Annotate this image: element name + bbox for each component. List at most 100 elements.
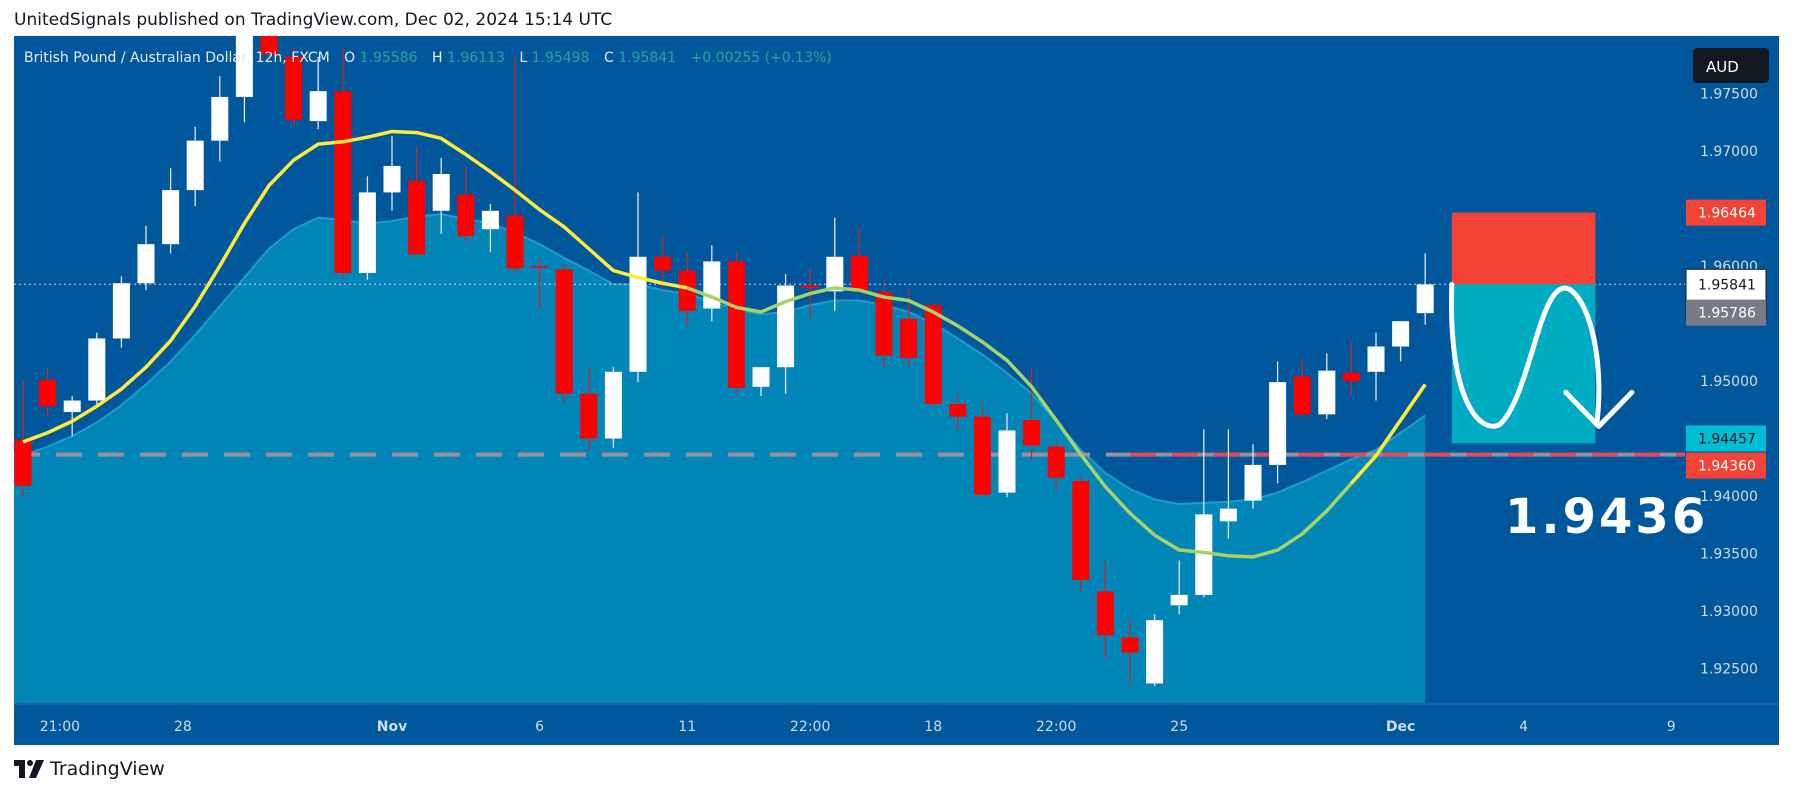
candle[interactable] [826, 217, 844, 311]
candle[interactable] [457, 165, 475, 242]
candle[interactable] [924, 302, 942, 407]
candle-body [1023, 420, 1041, 446]
candle-body [39, 379, 57, 407]
candle[interactable] [309, 56, 327, 130]
target-price-tag: 1.94360 [1686, 452, 1766, 479]
candle[interactable] [1269, 361, 1287, 484]
candle-body [1318, 370, 1336, 415]
candle-body [481, 210, 499, 230]
candle[interactable] [211, 76, 229, 162]
legend-open-value: 1.95586 [360, 50, 418, 66]
candle-body [1047, 446, 1065, 478]
tradingview-logo-icon [14, 760, 44, 778]
candle-body [555, 269, 573, 394]
footer-logo[interactable]: TradingView [14, 758, 165, 780]
svg-text:1.95786: 1.95786 [1698, 306, 1756, 322]
candle-body [358, 192, 376, 273]
candle-body [752, 367, 770, 387]
candle[interactable] [629, 192, 647, 383]
candle[interactable] [531, 257, 549, 309]
candle[interactable] [432, 157, 450, 234]
candle[interactable] [1047, 440, 1065, 492]
candle[interactable] [1146, 614, 1164, 686]
currency-label: AUD [1706, 58, 1739, 76]
svg-text:1.94457: 1.94457 [1698, 431, 1756, 447]
candle-body [998, 430, 1016, 493]
candle[interactable] [1293, 358, 1311, 418]
x-tick-label: 22:00 [1036, 719, 1076, 735]
candle[interactable] [1121, 619, 1139, 685]
candle[interactable] [973, 401, 991, 495]
candle[interactable] [88, 332, 106, 406]
arrow-head-icon [1563, 389, 1635, 429]
target-zone[interactable] [1451, 284, 1596, 444]
candle-body [654, 256, 672, 271]
candle[interactable] [1416, 253, 1434, 325]
candle[interactable] [334, 47, 352, 279]
candle-body [1269, 382, 1287, 465]
candle[interactable] [752, 367, 770, 396]
legend-low-label: L [519, 50, 527, 66]
candle[interactable] [555, 263, 573, 404]
candle[interactable] [727, 252, 745, 394]
candle[interactable] [137, 225, 155, 291]
candle[interactable] [1318, 353, 1336, 419]
candle-body [629, 256, 647, 372]
candle[interactable] [162, 168, 180, 254]
stop-zone[interactable] [1451, 212, 1596, 285]
price-axis-panel[interactable] [1685, 36, 1779, 745]
candle[interactable] [1072, 475, 1090, 592]
currency-button[interactable]: AUD [1693, 48, 1769, 83]
candle[interactable] [850, 228, 868, 293]
y-tick-label: 1.94000 [1700, 489, 1758, 505]
x-tick-label: 9 [1667, 719, 1676, 735]
candle-body [850, 255, 868, 292]
candle[interactable] [383, 136, 401, 211]
candle[interactable] [654, 234, 672, 291]
candle-body [432, 174, 450, 211]
candle[interactable] [777, 274, 795, 394]
candle[interactable] [481, 203, 499, 253]
candle[interactable] [1219, 429, 1237, 539]
candle[interactable] [1392, 321, 1410, 362]
legend-low-value: 1.95498 [532, 50, 590, 66]
candle[interactable] [949, 394, 967, 431]
candle-body [1146, 620, 1164, 684]
candle[interactable] [580, 367, 598, 452]
candle[interactable] [14, 379, 32, 498]
candle-body [285, 56, 303, 120]
candle[interactable] [186, 126, 204, 207]
candle[interactable] [285, 47, 303, 126]
candle[interactable] [1170, 560, 1188, 615]
candle[interactable] [1023, 367, 1041, 460]
candle-body [186, 140, 204, 191]
candle[interactable] [235, 12, 253, 123]
candle-body [801, 285, 819, 288]
candle[interactable] [1195, 429, 1213, 598]
candle-body [900, 318, 918, 358]
candle[interactable] [112, 276, 130, 348]
x-tick-label: 6 [535, 719, 544, 735]
candle[interactable] [1096, 561, 1114, 659]
candle[interactable] [998, 413, 1016, 498]
candle[interactable] [604, 367, 622, 448]
candle-body [875, 292, 893, 356]
candle[interactable] [1367, 332, 1385, 401]
svg-text:1.96464: 1.96464 [1698, 206, 1756, 222]
candle[interactable] [260, 22, 278, 57]
candle-body [1244, 464, 1262, 501]
moving-average-green[interactable] [686, 286, 1427, 559]
candle[interactable] [39, 368, 57, 417]
candle-body [580, 393, 598, 439]
candle[interactable] [63, 395, 81, 437]
candle[interactable] [358, 176, 376, 280]
candle-body [1121, 637, 1139, 653]
candle[interactable] [1244, 444, 1262, 509]
area-series [14, 214, 1426, 703]
candle[interactable] [506, 56, 524, 275]
moving-average-yellow[interactable] [22, 129, 688, 444]
x-tick-label: 22:00 [790, 719, 830, 735]
candle[interactable] [1342, 341, 1360, 395]
candle[interactable] [408, 146, 426, 255]
